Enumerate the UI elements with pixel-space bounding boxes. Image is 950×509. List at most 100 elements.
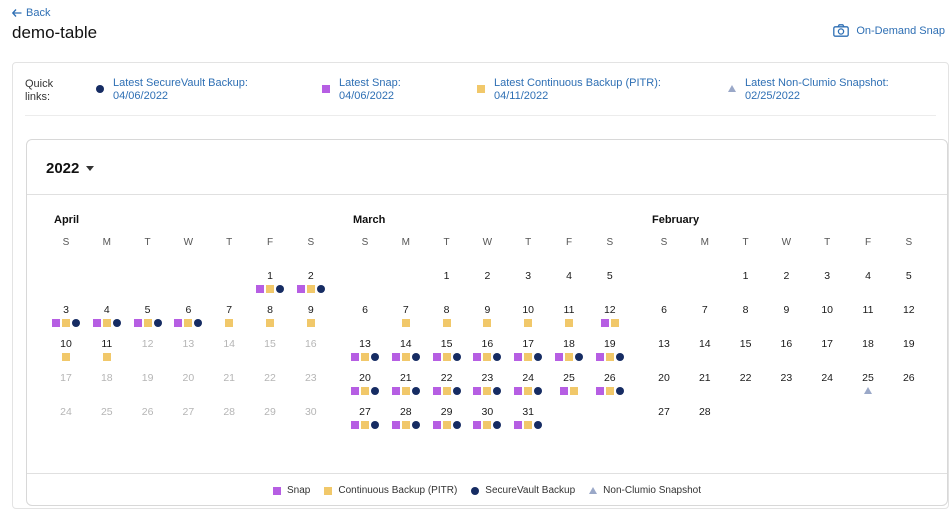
calendar-day[interactable]: 31	[508, 406, 548, 429]
calendar-day[interactable]: 7	[685, 304, 725, 327]
calendar-day[interactable]: 2	[467, 270, 507, 293]
month-title: April	[54, 214, 80, 226]
calendar-day[interactable]: 19	[889, 338, 929, 361]
calendar-day[interactable]: 28	[685, 406, 725, 429]
calendar-day[interactable]: 14	[685, 338, 725, 361]
calendar-day[interactable]: 18	[848, 338, 888, 361]
calendar-day[interactable]: 20	[644, 372, 684, 395]
calendar-day[interactable]: 9	[766, 304, 806, 327]
calendar-day[interactable]: 19	[590, 338, 630, 361]
calendar-day[interactable]: 15	[427, 338, 467, 361]
calendar-day[interactable]: 4	[549, 270, 589, 293]
day-number: 19	[603, 338, 616, 350]
calendar-day[interactable]: 8	[427, 304, 467, 327]
calendar-day[interactable]: 21	[685, 372, 725, 395]
calendar-day[interactable]: 8	[726, 304, 766, 327]
day-number: 16	[304, 338, 317, 350]
calendar-day[interactable]: 23	[766, 372, 806, 395]
securevault-dot-icon	[153, 319, 162, 327]
calendar-day[interactable]: 5	[590, 270, 630, 293]
calendar-day[interactable]: 22	[427, 372, 467, 395]
calendar-day[interactable]: 14	[386, 338, 426, 361]
day-number: 7	[701, 304, 708, 316]
calendar-day[interactable]: 11	[549, 304, 589, 327]
calendar-day[interactable]: 24	[508, 372, 548, 395]
calendar-day[interactable]: 6	[345, 304, 385, 327]
day-markers	[209, 353, 249, 361]
day-markers	[291, 387, 331, 395]
calendar-day[interactable]: 11	[87, 338, 127, 361]
calendar-day[interactable]: 25	[549, 372, 589, 395]
calendar-day[interactable]: 29	[427, 406, 467, 429]
day-markers	[128, 319, 168, 327]
calendar-day[interactable]: 21	[386, 372, 426, 395]
calendar-day[interactable]: 8	[250, 304, 290, 327]
pitr-square-icon	[442, 387, 451, 395]
calendar-day[interactable]: 27	[644, 406, 684, 429]
calendar-day[interactable]: 27	[345, 406, 385, 429]
day-markers	[87, 353, 127, 361]
calendar-day[interactable]: 15	[726, 338, 766, 361]
calendar-day[interactable]: 12	[889, 304, 929, 327]
calendar-day: 25	[87, 406, 127, 429]
snap-square-icon	[600, 319, 609, 327]
year-dropdown[interactable]: 2022	[46, 160, 95, 177]
calendar-day[interactable]: 17	[807, 338, 847, 361]
calendar-day[interactable]: 2	[766, 270, 806, 293]
calendar-day[interactable]: 22	[726, 372, 766, 395]
calendar-day[interactable]: 7	[386, 304, 426, 327]
calendar-day[interactable]: 6	[644, 304, 684, 327]
calendar-day[interactable]: 5	[128, 304, 168, 327]
calendar-day[interactable]: 13	[345, 338, 385, 361]
calendar-day[interactable]: 1	[427, 270, 467, 293]
calendar-day[interactable]: 6	[168, 304, 208, 327]
calendar-day: 17	[46, 372, 86, 395]
day-markers	[467, 421, 507, 429]
calendar-day[interactable]: 12	[590, 304, 630, 327]
calendar-day[interactable]: 10	[46, 338, 86, 361]
day-markers	[427, 319, 467, 327]
calendar-day[interactable]: 17	[508, 338, 548, 361]
calendar-day[interactable]: 2	[291, 270, 331, 293]
non-clumio-triangle-icon	[864, 387, 872, 394]
calendar-day[interactable]: 7	[209, 304, 249, 327]
calendar-day: 27	[168, 406, 208, 429]
calendar-day[interactable]: 23	[467, 372, 507, 395]
securevault-dot-icon	[452, 421, 461, 429]
quick-link-snap[interactable]: Latest Snap: 04/06/2022	[322, 77, 401, 103]
calendar-day[interactable]: 9	[467, 304, 507, 327]
calendar-day[interactable]: 18	[549, 338, 589, 361]
quick-link-pitr[interactable]: Latest Continuous Backup (PITR): 04/11/20…	[477, 77, 661, 103]
calendar-day[interactable]: 1	[250, 270, 290, 293]
calendar-day[interactable]: 16	[467, 338, 507, 361]
calendar-day[interactable]: 3	[46, 304, 86, 327]
quick-link-securevault[interactable]: Latest SecureVault Backup: 04/06/2022	[96, 77, 248, 103]
calendar-day[interactable]: 11	[848, 304, 888, 327]
calendar-day[interactable]: 25	[848, 372, 888, 395]
calendar-day[interactable]: 24	[807, 372, 847, 395]
calendar-day[interactable]: 28	[386, 406, 426, 429]
back-link[interactable]: Back	[12, 7, 50, 19]
calendar-day[interactable]: 26	[889, 372, 929, 395]
day-markers	[291, 285, 331, 293]
calendar-day[interactable]: 4	[848, 270, 888, 293]
quick-link-non-clumio[interactable]: Latest Non-Clumio Snapshot: 02/25/2022	[728, 77, 889, 103]
on-demand-snap-button[interactable]: On-Demand Snap	[833, 24, 945, 37]
calendar-day[interactable]: 30	[467, 406, 507, 429]
day-number: 14	[399, 338, 412, 350]
calendar-day[interactable]: 3	[807, 270, 847, 293]
day-markers	[168, 353, 208, 361]
calendar-day[interactable]: 5	[889, 270, 929, 293]
calendar-day[interactable]: 3	[508, 270, 548, 293]
calendar-day[interactable]: 26	[590, 372, 630, 395]
legend-item-snap: Snap	[272, 485, 310, 496]
calendar-day[interactable]: 9	[291, 304, 331, 327]
calendar-day[interactable]: 10	[807, 304, 847, 327]
weekday-label: S	[905, 237, 913, 248]
calendar-day[interactable]: 13	[644, 338, 684, 361]
calendar-day[interactable]: 10	[508, 304, 548, 327]
calendar-day[interactable]: 16	[766, 338, 806, 361]
calendar-day[interactable]: 4	[87, 304, 127, 327]
calendar-day[interactable]: 1	[726, 270, 766, 293]
calendar-day[interactable]: 20	[345, 372, 385, 395]
